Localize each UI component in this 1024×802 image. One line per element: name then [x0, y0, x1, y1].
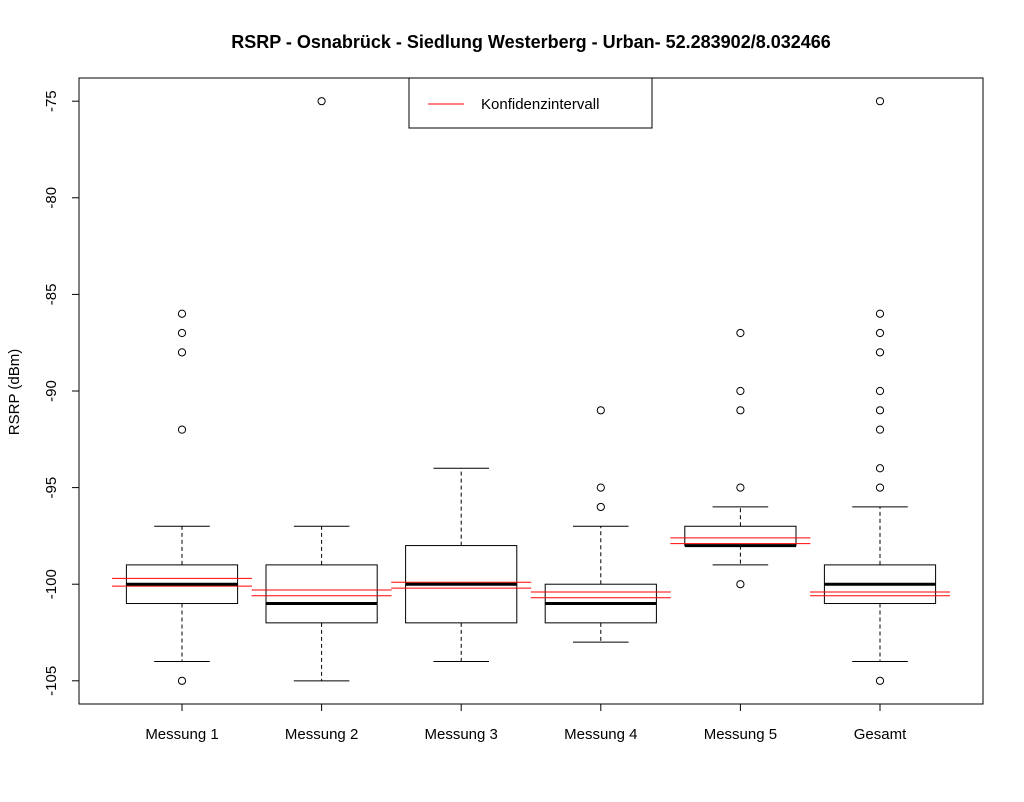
x-tick-label: Messung 4 — [564, 726, 637, 743]
outlier-point — [736, 580, 745, 589]
outlier-point — [875, 309, 885, 318]
outlier-point — [317, 97, 326, 106]
outlier-point — [177, 348, 187, 357]
box-1 — [112, 309, 252, 685]
box-4 — [530, 406, 671, 643]
outlier-point — [875, 406, 885, 415]
outlier-point — [736, 386, 745, 396]
y-tick-label: -95 — [43, 477, 60, 499]
outlier-point — [875, 328, 885, 338]
box-3 — [391, 467, 532, 662]
outlier-point — [177, 309, 187, 318]
y-tick-label: -105 — [43, 666, 60, 696]
x-axis: Messung 1 Messung 2 Messung 3 Messung 4 Mess… — [145, 703, 907, 743]
x-tick-label: Messung 3 — [425, 726, 498, 743]
outlier-point — [875, 97, 885, 106]
y-tick-label: -75 — [43, 90, 60, 112]
outlier-point — [596, 483, 605, 492]
x-tick-label: Messung 2 — [285, 726, 358, 743]
legend-label: Konfidenzintervall — [481, 96, 599, 113]
outlier-point — [875, 386, 885, 396]
y-tick-label: -80 — [43, 187, 60, 209]
x-tick-label: Messung 5 — [704, 726, 777, 743]
y-tick-label: -85 — [43, 284, 60, 306]
outlier-point — [736, 406, 745, 415]
outlier-point — [596, 502, 605, 512]
outlier-point — [875, 676, 885, 685]
y-axis-label: RSRP (dBm) — [6, 349, 23, 435]
outlier-point — [177, 676, 187, 685]
outlier-point — [875, 425, 885, 434]
outlier-point — [736, 483, 745, 492]
box-6 — [810, 97, 950, 685]
legend: Konfidenzintervall — [408, 77, 653, 129]
box-rect — [684, 525, 797, 547]
outlier-point — [875, 348, 885, 357]
outlier-point — [177, 328, 187, 338]
outlier-point — [875, 483, 885, 492]
box-2 — [251, 97, 392, 682]
legend-frame — [408, 77, 653, 129]
outlier-point — [736, 328, 745, 338]
y-axis: -75 -80 -85 -90 -95 -100 -105 — [43, 90, 80, 696]
outlier-point — [596, 406, 605, 415]
outlier-point — [875, 464, 885, 473]
y-tick-label: -90 — [43, 380, 60, 402]
x-tick-label: Gesamt — [854, 726, 907, 743]
boxes-layer — [112, 97, 950, 685]
box-rect — [265, 564, 378, 624]
x-tick-label: Messung 1 — [145, 726, 218, 743]
outlier-point — [177, 425, 187, 434]
plot-frame — [78, 77, 984, 705]
box-5 — [670, 328, 811, 589]
y-tick-label: -100 — [43, 569, 60, 599]
chart-title: RSRP - Osnabrück - Siedlung Westerberg -… — [231, 32, 831, 52]
